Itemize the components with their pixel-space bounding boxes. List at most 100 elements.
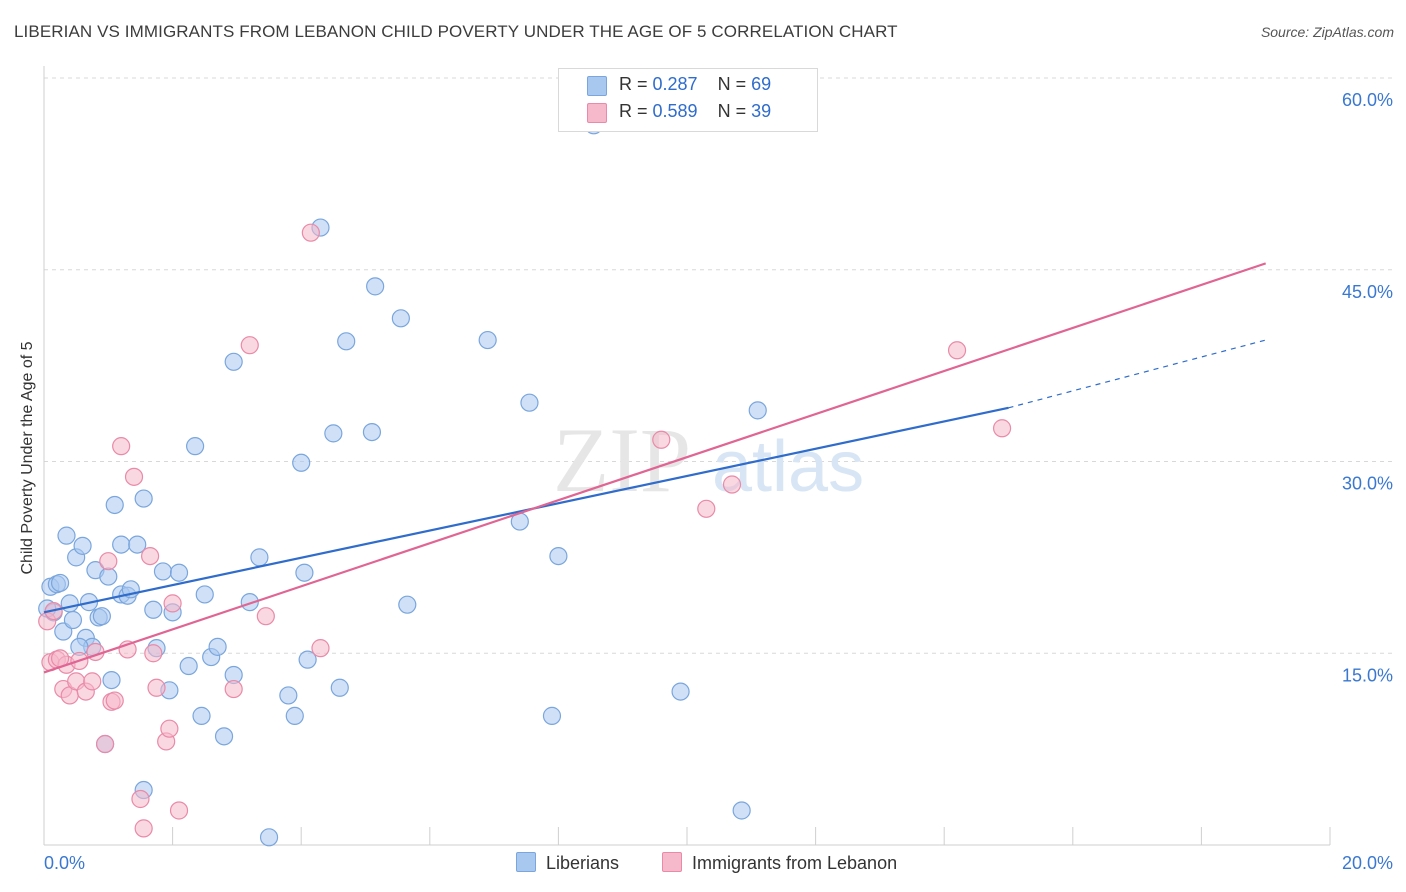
trend-layer bbox=[43, 262, 1267, 674]
liberians-r-label: R = bbox=[619, 74, 653, 94]
liberians-point-54 bbox=[398, 595, 417, 614]
lebanon-point-9 bbox=[83, 672, 102, 691]
liberians-point-51 bbox=[362, 422, 382, 442]
liberians-point-9 bbox=[73, 536, 92, 555]
liberians-point-44 bbox=[292, 453, 311, 472]
y-tick-label-30: 30.0% bbox=[1342, 474, 1393, 494]
liberians-point-52 bbox=[366, 277, 385, 296]
liberians-point-64 bbox=[259, 828, 279, 847]
chart-title: LIBERIAN VS IMMIGRANTS FROM LEBANON CHIL… bbox=[14, 22, 898, 41]
liberians-point-26 bbox=[144, 600, 163, 619]
liberians-point-61 bbox=[671, 682, 690, 701]
liberians-point-15 bbox=[92, 607, 111, 626]
liberians-point-42 bbox=[279, 686, 298, 705]
y-tick-label-45: 45.0% bbox=[1342, 282, 1393, 302]
liberians-point-7 bbox=[63, 610, 83, 630]
lebanon-point-11 bbox=[95, 734, 115, 754]
liberians-n-value: 69 bbox=[751, 74, 772, 94]
lebanon-point-33 bbox=[697, 499, 716, 518]
lebanon-swatch bbox=[587, 103, 607, 123]
liberians-point-43 bbox=[285, 706, 304, 725]
liberians-point-46 bbox=[298, 650, 317, 669]
legend-lebanon-label: Immigrants from Lebanon bbox=[692, 853, 898, 873]
liberians-point-50 bbox=[337, 332, 356, 351]
liberians-point-34 bbox=[192, 706, 211, 725]
lebanon-point-32 bbox=[652, 430, 671, 449]
legend-liberians-label: Liberians bbox=[546, 853, 620, 873]
liberians-point-5 bbox=[57, 526, 76, 545]
liberians-point-24 bbox=[128, 535, 147, 554]
lebanon-point-34 bbox=[722, 475, 742, 494]
axis-layer: 15.0% 30.0% 45.0% 60.0% 0.0% 20.0% bbox=[43, 66, 1393, 873]
lebanon-point-29 bbox=[256, 607, 275, 626]
liberians-point-3 bbox=[50, 573, 70, 593]
lebanon-point-17 bbox=[124, 467, 144, 486]
liberians-point-6 bbox=[60, 594, 79, 613]
stats-legend: R = 0.287 N = 69 R = 0.589 N = 39 bbox=[558, 68, 818, 132]
liberians-point-65 bbox=[732, 801, 751, 820]
lebanon-point-31 bbox=[311, 639, 330, 658]
liberians-point-17 bbox=[99, 567, 118, 586]
lebanon-point-30 bbox=[301, 223, 320, 242]
lebanon-point-25 bbox=[163, 594, 182, 613]
liberians-n-label: N = bbox=[717, 74, 752, 94]
liberians-stats: R = 0.287 N = 69 bbox=[619, 74, 771, 95]
lebanon-point-12 bbox=[99, 552, 118, 571]
liberians-point-45 bbox=[295, 563, 314, 582]
lebanon-point-22 bbox=[147, 678, 166, 697]
liberians-point-39 bbox=[224, 352, 243, 371]
y-tick-label-15: 15.0% bbox=[1342, 665, 1393, 685]
watermark: ZIP atlas bbox=[553, 409, 864, 511]
liberians-point-25 bbox=[134, 489, 153, 508]
y-axis-label: Child Poverty Under the Age of 5 bbox=[19, 341, 36, 575]
liberians-r-value: 0.287 bbox=[652, 74, 698, 94]
legend-lebanon[interactable]: Immigrants from Lebanon bbox=[662, 852, 897, 874]
points-layer bbox=[38, 116, 1012, 847]
liberians-point-59 bbox=[549, 546, 568, 566]
lebanon-stats: R = 0.589 N = 39 bbox=[619, 101, 771, 122]
lebanon-point-26 bbox=[169, 801, 189, 820]
liberians-swatch bbox=[587, 76, 607, 96]
liberians-point-49 bbox=[330, 678, 349, 697]
liberians-point-31 bbox=[169, 563, 189, 582]
liberians-point-48 bbox=[324, 424, 343, 443]
lebanon-r-value: 0.589 bbox=[652, 101, 698, 121]
grid-layer bbox=[44, 77, 1394, 654]
lebanon-point-27 bbox=[224, 679, 243, 699]
liberians-point-33 bbox=[186, 437, 205, 456]
liberians-point-57 bbox=[520, 393, 539, 412]
lebanon-point-36 bbox=[992, 419, 1012, 438]
watermark-atlas: atlas bbox=[712, 427, 864, 507]
lebanon-point-20 bbox=[140, 546, 160, 566]
lebanon-point-15 bbox=[112, 437, 131, 456]
legend-lebanon-swatch bbox=[662, 852, 682, 872]
liberians-point-37 bbox=[214, 727, 234, 746]
liberians-point-68 bbox=[208, 637, 227, 656]
legend-liberians[interactable]: Liberians bbox=[516, 852, 619, 874]
liberians-point-58 bbox=[542, 706, 562, 725]
liberians-point-28 bbox=[153, 562, 173, 581]
lebanon-r-label: R = bbox=[619, 101, 653, 121]
y-tick-label-60: 60.0% bbox=[1342, 90, 1393, 110]
liberians-point-40 bbox=[240, 593, 259, 612]
lebanon-point-28 bbox=[240, 336, 259, 355]
lebanon-n-value: 39 bbox=[751, 101, 772, 121]
source-label: Source: ZipAtlas.com bbox=[1260, 24, 1394, 40]
liberians-point-32 bbox=[179, 656, 198, 676]
lebanon-point-21 bbox=[144, 644, 163, 663]
lebanon-trendline bbox=[43, 262, 1267, 674]
liberians-point-55 bbox=[478, 330, 497, 350]
liberians-point-41 bbox=[250, 548, 269, 567]
lebanon-point-18 bbox=[131, 789, 150, 809]
lebanon-point-19 bbox=[134, 819, 153, 838]
lebanon-point-14 bbox=[105, 691, 124, 710]
x-tick-label-max: 20.0% bbox=[1342, 853, 1393, 873]
liberians-point-62 bbox=[748, 401, 767, 420]
liberians-point-18 bbox=[102, 670, 121, 690]
liberians-point-53 bbox=[391, 309, 410, 328]
lebanon-n-label: N = bbox=[717, 101, 752, 121]
liberians-point-19 bbox=[105, 495, 124, 515]
lebanon-point-24 bbox=[160, 719, 179, 738]
legend-liberians-swatch bbox=[516, 852, 536, 872]
